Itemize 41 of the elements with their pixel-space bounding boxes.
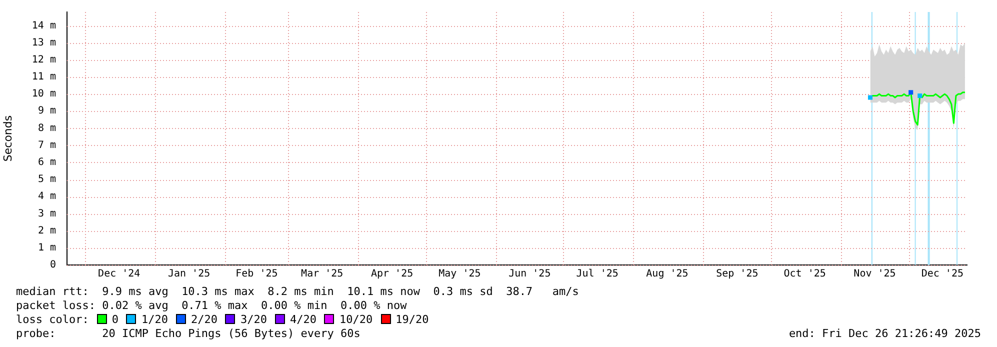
y-tick-label: 12 m xyxy=(32,54,56,66)
x-tick-label: Sep '25 xyxy=(716,268,758,280)
y-tick-label: 2 m xyxy=(38,225,56,236)
x-tick-label: Apr '25 xyxy=(370,268,414,280)
legend-label: 10/20 xyxy=(339,313,373,326)
y-axis-title: Seconds xyxy=(1,115,14,162)
x-tick-label: Feb '25 xyxy=(236,268,278,280)
text: packet loss: 0.02 % avg 0.71 % max 0.00 % min 0.00 % now xyxy=(16,299,407,313)
x-tick-label: Dec '24 xyxy=(98,268,140,280)
text: end: Fri Dec 26 21:26:49 2025 xyxy=(788,327,981,341)
x-tick-label: Nov '25 xyxy=(854,268,896,280)
y-tick-label: 13 m xyxy=(32,37,56,48)
y-tick-label: 4 m xyxy=(38,191,56,202)
x-tick-label: Oct '25 xyxy=(784,268,826,280)
y-tick-label: 11 m xyxy=(32,72,56,83)
x-tick-label: Jun '25 xyxy=(508,268,551,280)
x-tick-label: Jul '25 xyxy=(576,268,618,280)
legend-title: loss color: xyxy=(16,313,89,326)
x-tick-label: Mar '25 xyxy=(301,268,344,280)
y-tick-label: 9 m xyxy=(38,106,56,117)
y-tick-label: 6 m xyxy=(38,157,56,168)
y-tick-label: 5 m xyxy=(38,174,56,186)
y-tick-label: 8 m xyxy=(38,122,56,134)
y-tick-label: 10 m xyxy=(32,88,56,100)
legend-label: 3/20 xyxy=(240,313,267,326)
x-tick-label: Aug '25 xyxy=(646,268,688,280)
legend-label: 0 xyxy=(112,313,118,326)
legend-label: 1/20 xyxy=(141,313,168,326)
y-tick-label: 1 m xyxy=(38,242,56,254)
legend-label: 19/20 xyxy=(396,313,429,326)
x-tick-label: Jan '25 xyxy=(168,268,210,280)
y-tick-label: 3 m xyxy=(38,208,56,220)
y-tick-label: 0 xyxy=(50,260,56,271)
text: median rtt: 9.9 ms avg 10.3 ms max 8.2 ms min 10.1 ms now 0.3 ms sd 38.7 am/s xyxy=(16,285,579,299)
text: probe: 20 ICMP Echo Pings (56 Bytes) every 60s xyxy=(16,327,360,341)
legend-label: 4/20 xyxy=(290,313,316,326)
y-tick-label: 7 m xyxy=(38,140,56,151)
x-tick-label: May '25 xyxy=(438,268,481,280)
legend-label: 2/20 xyxy=(190,313,218,326)
y-tick-label: 14 m xyxy=(32,20,56,32)
x-tick-label: Dec '25 xyxy=(921,268,964,280)
